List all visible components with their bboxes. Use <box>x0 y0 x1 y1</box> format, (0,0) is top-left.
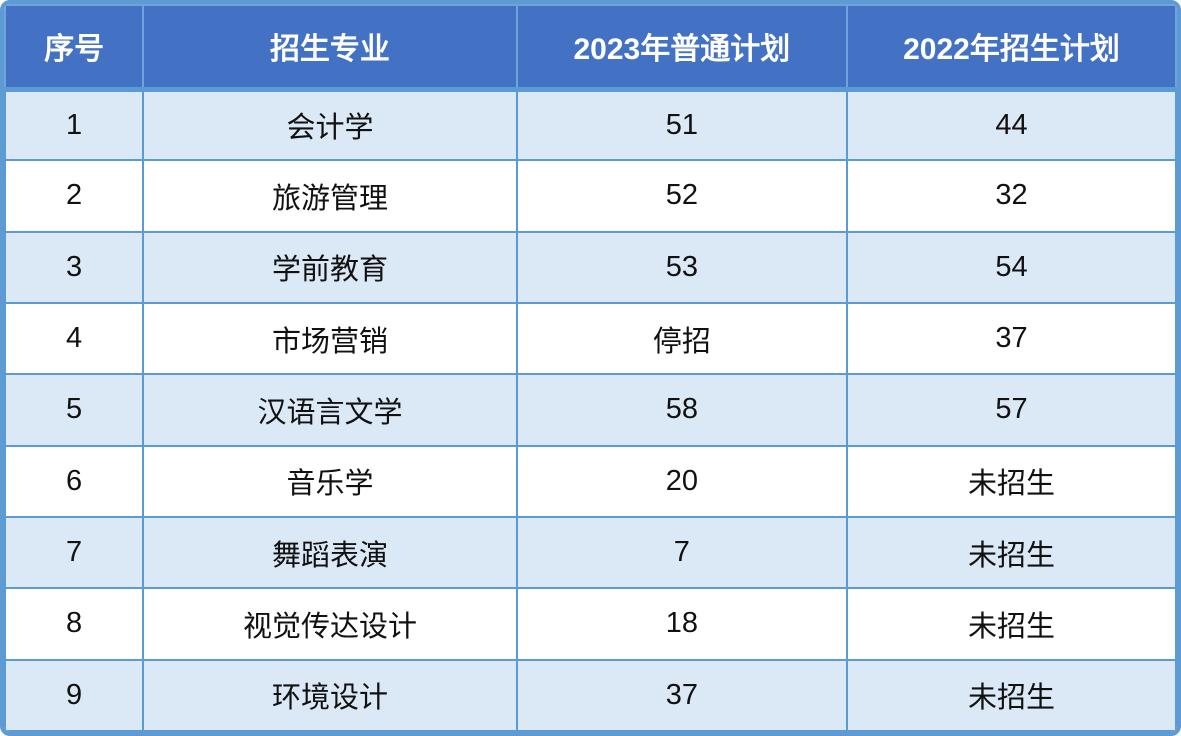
cell-plan-2023: 18 <box>515 587 848 661</box>
table-row: 5 汉语言文学 58 57 <box>4 373 1177 447</box>
cell-plan-2022: 32 <box>845 159 1177 233</box>
cell-major: 会计学 <box>142 87 518 162</box>
cell-plan-2023: 7 <box>515 515 848 590</box>
table-row: 1 会计学 51 44 <box>4 87 1177 162</box>
cell-index: 3 <box>4 230 145 304</box>
cell-index: 8 <box>4 587 145 661</box>
table-row: 2 旅游管理 52 32 <box>4 159 1177 233</box>
table-row: 4 市场营销 停招 37 <box>4 301 1177 376</box>
table-row: 9 环境设计 37 未招生 <box>4 658 1177 732</box>
cell-index: 9 <box>4 658 145 732</box>
header-cell-plan-2023: 2023年普通计划 <box>515 4 848 92</box>
cell-plan-2022: 54 <box>845 230 1177 304</box>
table-row: 7 舞蹈表演 7 未招生 <box>4 515 1177 590</box>
cell-plan-2023: 53 <box>515 230 848 304</box>
cell-plan-2022: 未招生 <box>845 444 1177 518</box>
cell-index: 6 <box>4 444 145 518</box>
header-row: 序号 招生专业 2023年普通计划 2022年招生计划 <box>4 4 1177 92</box>
cell-plan-2022: 44 <box>845 87 1177 162</box>
cell-index: 7 <box>4 515 145 590</box>
cell-major: 舞蹈表演 <box>142 515 518 590</box>
cell-major: 市场营销 <box>142 301 518 376</box>
table-row: 3 学前教育 53 54 <box>4 230 1177 304</box>
cell-plan-2023: 37 <box>515 658 848 732</box>
header-cell-index: 序号 <box>4 4 145 92</box>
cell-plan-2023: 52 <box>515 159 848 233</box>
cell-index: 5 <box>4 373 145 447</box>
cell-plan-2023: 停招 <box>515 301 848 376</box>
cell-plan-2022: 未招生 <box>845 587 1177 661</box>
cell-plan-2022: 37 <box>845 301 1177 376</box>
cell-plan-2022: 未招生 <box>845 658 1177 732</box>
cell-plan-2023: 51 <box>515 87 848 162</box>
cell-index: 1 <box>4 87 145 162</box>
table-row: 6 音乐学 20 未招生 <box>4 444 1177 518</box>
cell-major: 视觉传达设计 <box>142 587 518 661</box>
cell-plan-2022: 未招生 <box>845 515 1177 590</box>
cell-major: 旅游管理 <box>142 159 518 233</box>
admission-plan-table: 序号 招生专业 2023年普通计划 2022年招生计划 1 会计学 51 44 2 旅游管理 52… <box>4 4 1177 732</box>
cell-index: 2 <box>4 159 145 233</box>
cell-index: 4 <box>4 301 145 376</box>
cell-plan-2023: 20 <box>515 444 848 518</box>
header-cell-major: 招生专业 <box>142 4 518 92</box>
cell-major: 汉语言文学 <box>142 373 518 447</box>
cell-major: 环境设计 <box>142 658 518 732</box>
cell-major: 学前教育 <box>142 230 518 304</box>
cell-major: 音乐学 <box>142 444 518 518</box>
header-cell-plan-2022: 2022年招生计划 <box>845 4 1177 92</box>
table-body: 1 会计学 51 44 2 旅游管理 52 32 3 学前教育 53 54 4 市场营销 停招 37 5 汉语言文… <box>4 87 1177 732</box>
table-row: 8 视觉传达设计 18 未招生 <box>4 587 1177 661</box>
cell-plan-2022: 57 <box>845 373 1177 447</box>
cell-plan-2023: 58 <box>515 373 848 447</box>
